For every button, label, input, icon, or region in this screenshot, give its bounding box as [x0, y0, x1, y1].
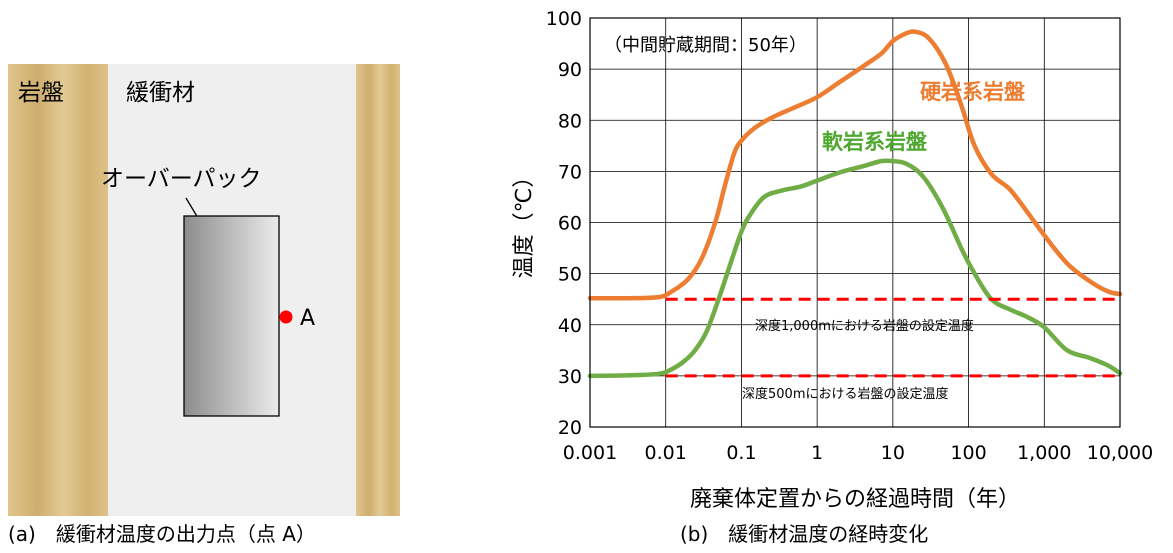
overpack-body — [183, 215, 280, 417]
hard-rock-temperature-line — [587, 29, 1123, 301]
y-tick-label: 70 — [558, 161, 582, 183]
series-label-soft-rock: 軟岩系岩盤 — [822, 130, 928, 154]
x-tick-label: 0.001 — [563, 442, 617, 464]
x-tick-label: 10 — [881, 442, 905, 464]
y-tick-label: 20 — [558, 417, 582, 439]
series-label-hard-rock: 硬岩系岩盤 — [920, 80, 1026, 104]
plot-frame — [589, 17, 1121, 428]
x-axis-title: 廃棄体定置からの経過時間（年） — [690, 487, 1020, 512]
y-axis-title: 温度（℃） — [512, 166, 537, 279]
buffer-label: 緩衝材 — [126, 80, 195, 106]
y-tick-label: 60 — [558, 213, 582, 235]
x-tick-label: 0.1 — [726, 442, 756, 464]
y-tick-label: 90 — [558, 59, 582, 81]
reference-label-500m: 深度500mにおける岩盤の設定温度 — [742, 386, 948, 402]
output-point-a-marker — [279, 310, 293, 324]
caption-b: (b) 緩衝材温度の経時変化 — [680, 522, 929, 546]
point-a-label: A — [300, 306, 315, 331]
y-tick-label: 30 — [558, 366, 582, 388]
x-tick-label: 1 — [811, 442, 823, 464]
reference-label-1000m: 深度1,000mにおける岩盤の設定温度 — [755, 318, 974, 334]
chart-annotation: （中間貯蔵期間：50年） — [604, 35, 807, 56]
y-tick-label: 50 — [558, 264, 582, 286]
y-tick-label: 40 — [558, 315, 582, 337]
x-tick-label: 0.01 — [645, 442, 687, 464]
rock-label: 岩盤 — [18, 80, 64, 106]
overpack-label: オーバーパック — [101, 166, 262, 192]
x-tick-label: 10,000 — [1087, 442, 1153, 464]
soft-rock-temperature-line — [587, 158, 1123, 379]
caption-a: (a) 緩衝材温度の出力点（点 A） — [8, 522, 316, 546]
x-tick-label: 100 — [950, 442, 986, 464]
y-tick-label: 80 — [558, 110, 582, 132]
rock-right-region — [356, 64, 400, 516]
rock-left-region — [8, 64, 108, 516]
output-point-diagram: 岩盤 緩衝材 オーバーパック A — [8, 64, 400, 516]
y-tick-label: 100 — [546, 8, 582, 30]
x-tick-label: 1,000 — [1017, 442, 1071, 464]
